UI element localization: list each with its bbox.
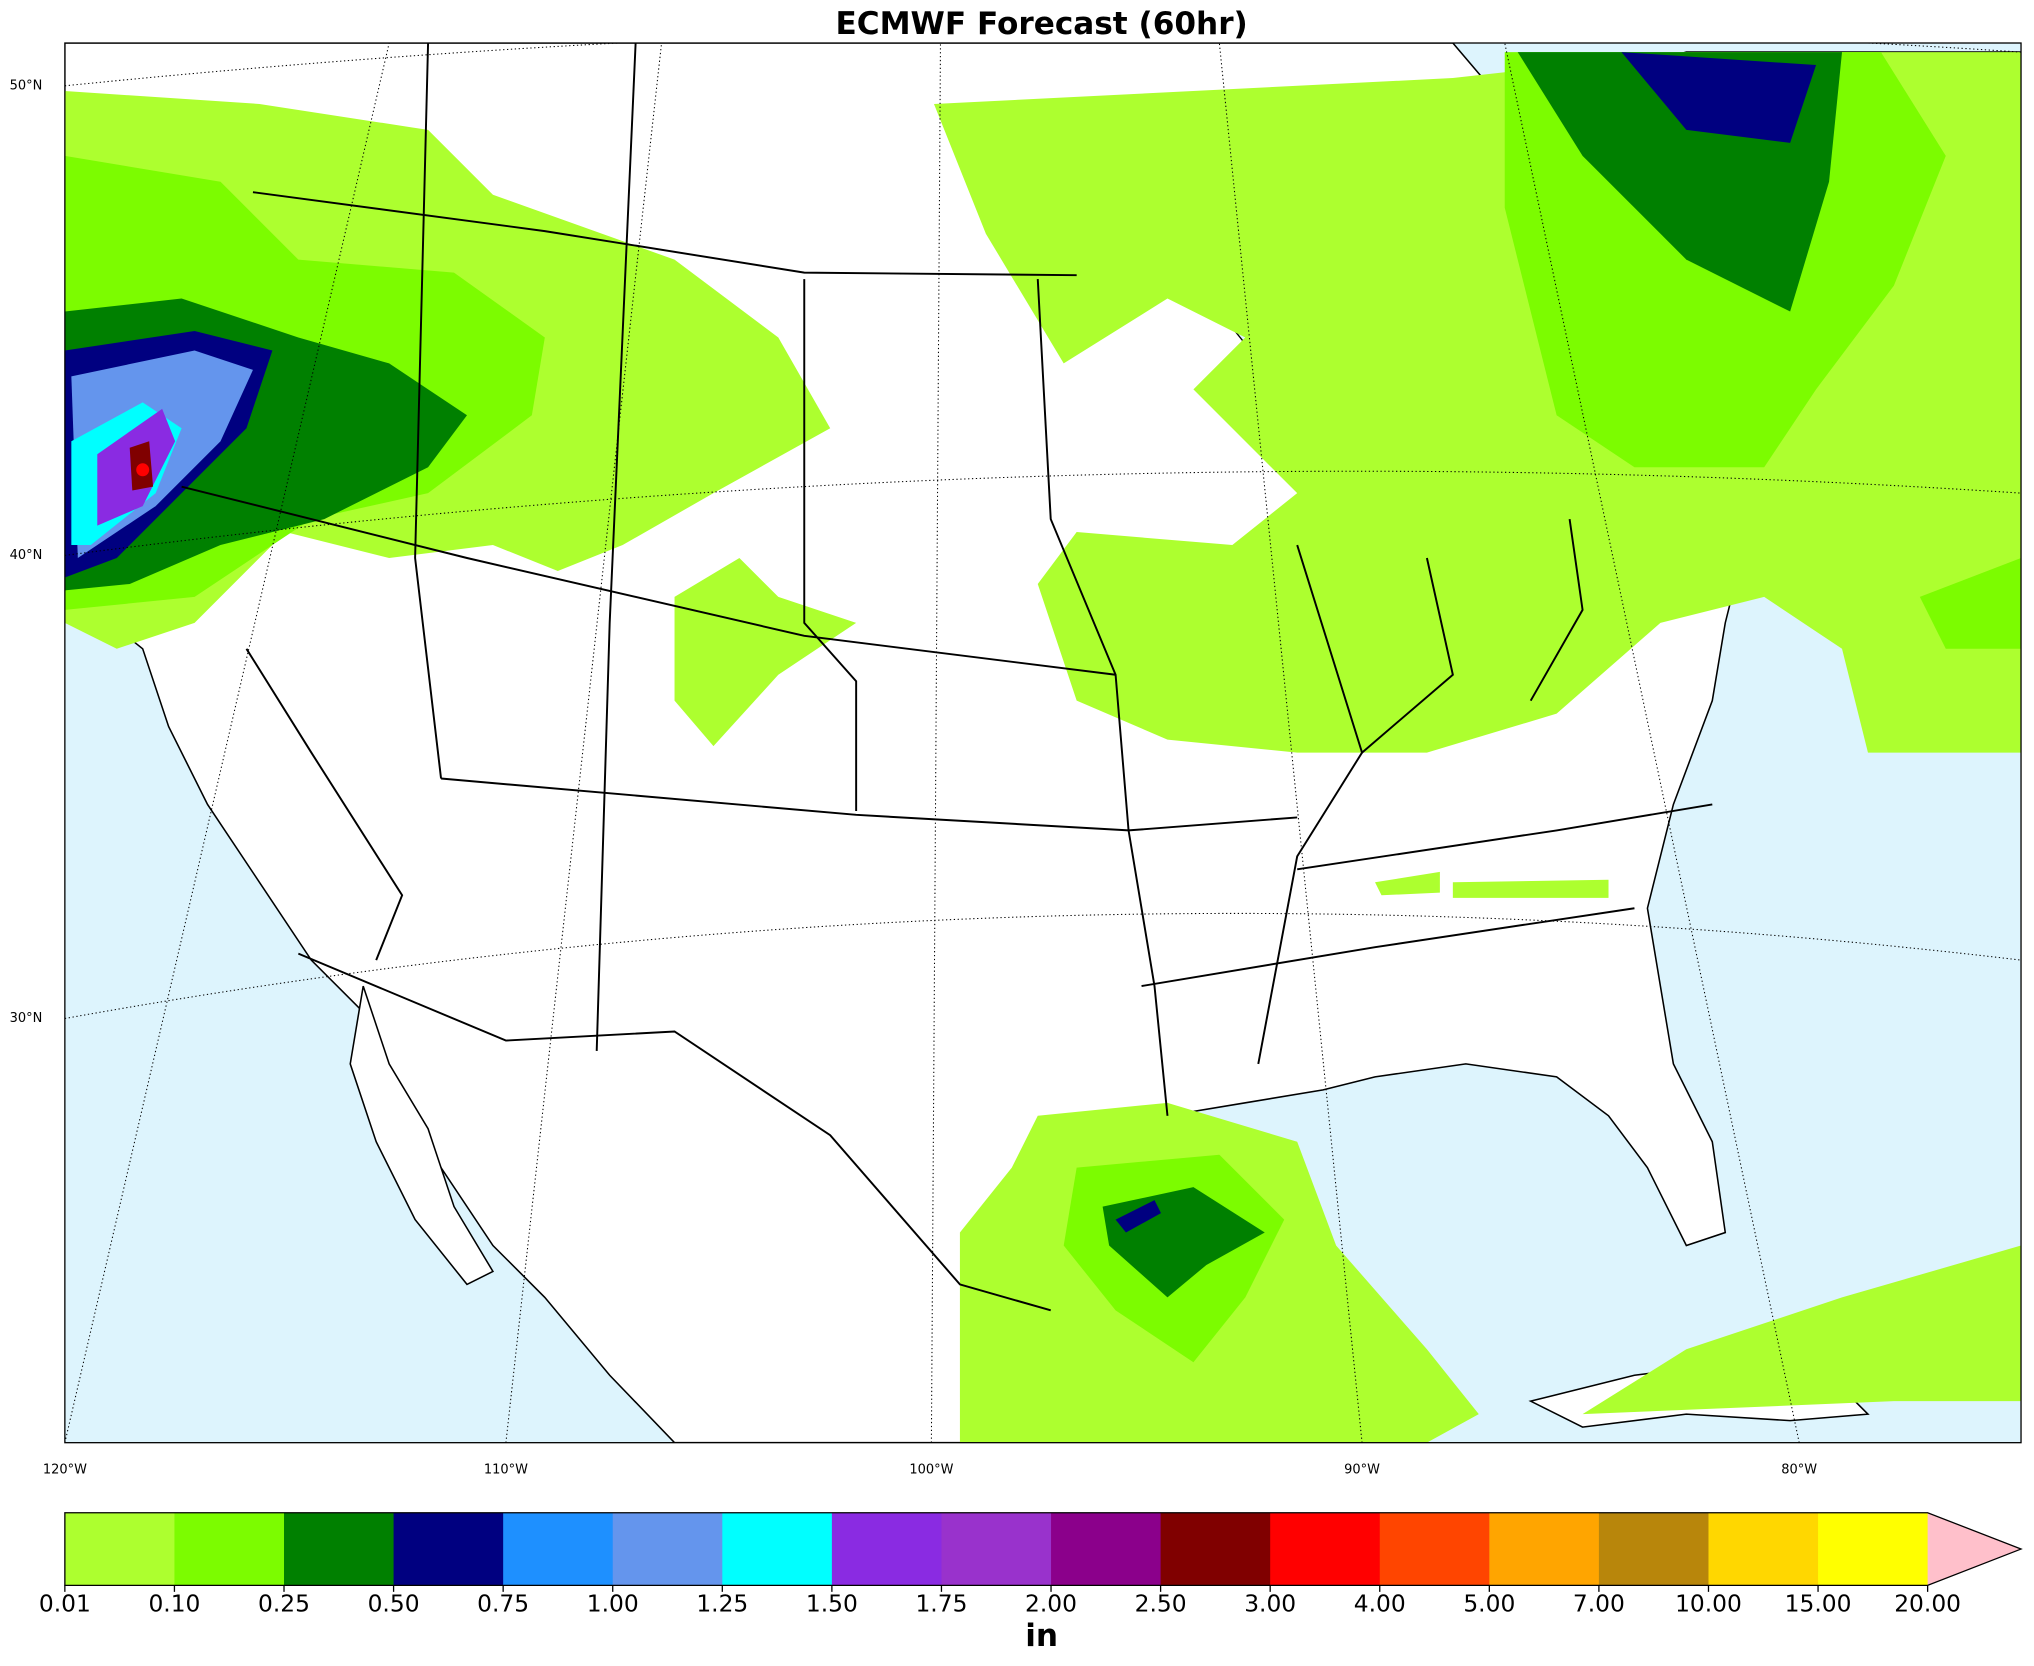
colorbar-swatch bbox=[1379, 1512, 1490, 1586]
colorbar-tick-label: 7.00 bbox=[1573, 1589, 1625, 1617]
colorbar-extend bbox=[1927, 1512, 2022, 1586]
colorbar-swatch bbox=[1598, 1512, 1710, 1586]
colorbar-swatch bbox=[1818, 1512, 1929, 1586]
colorbar-tick-label: 3.00 bbox=[1244, 1589, 1296, 1617]
colorbar-tick-label: 0.10 bbox=[148, 1589, 200, 1617]
colorbar-swatch bbox=[831, 1512, 943, 1586]
colorbar-tick-label: 1.00 bbox=[587, 1589, 639, 1617]
map-frame bbox=[64, 42, 2022, 1444]
colorbar-swatch bbox=[1160, 1512, 1271, 1586]
lon-label: 100°W bbox=[909, 1462, 953, 1477]
colorbar-swatch bbox=[1708, 1512, 1819, 1586]
colorbar-swatch bbox=[1270, 1512, 1381, 1586]
baja bbox=[349, 985, 495, 1286]
map bbox=[64, 43, 2022, 1443]
lon-label: 120°W bbox=[43, 1462, 87, 1477]
map-title: ECMWF Forecast (60hr) bbox=[835, 6, 1247, 42]
colorbar-swatch bbox=[284, 1512, 395, 1586]
colorbar-tick-label: 1.75 bbox=[915, 1589, 967, 1617]
colorbar-swatch bbox=[1051, 1512, 1162, 1586]
colorbar-outline bbox=[64, 1512, 2023, 1587]
colorbar-swatch bbox=[612, 1512, 723, 1586]
colorbar-swatch bbox=[503, 1512, 614, 1586]
colorbar-label: in bbox=[1025, 1618, 1058, 1654]
colorbar-swatch bbox=[64, 1512, 176, 1586]
lon-label: 90°W bbox=[1344, 1462, 1380, 1477]
lat-label: 40°N bbox=[10, 548, 43, 563]
colorbar-tick-label: 1.25 bbox=[696, 1589, 748, 1617]
colorbar-swatch bbox=[941, 1512, 1052, 1586]
lon-label: 110°W bbox=[484, 1462, 528, 1477]
lon-label: 80°W bbox=[1781, 1462, 1817, 1477]
colorbar-tick-label: 0.01 bbox=[39, 1589, 91, 1617]
colorbar-tick-label: 5.00 bbox=[1463, 1589, 1515, 1617]
colorbar-swatch bbox=[722, 1512, 833, 1586]
colorbar-tick-label: 0.25 bbox=[258, 1589, 310, 1617]
colorbar-tick-label: 4.00 bbox=[1354, 1589, 1406, 1617]
colorbar-tick-label: 20.00 bbox=[1894, 1589, 1961, 1617]
colorbar-tick-label: 2.50 bbox=[1135, 1589, 1187, 1617]
precipitation bbox=[64, 52, 2022, 1443]
colorbar: 0.01 0.10 0.25 0.50 0.75 1.00 1.25 1.50 1.75 2.00… bbox=[39, 1512, 2023, 1617]
colorbar-tick-label: 0.75 bbox=[477, 1589, 529, 1617]
colorbar-tick-label: 1.50 bbox=[806, 1589, 858, 1617]
colorbar-tick-label: 2.00 bbox=[1025, 1589, 1077, 1617]
lat-label: 30°N bbox=[10, 1011, 43, 1026]
colorbar-swatch bbox=[174, 1512, 285, 1586]
colorbar-swatch bbox=[393, 1512, 504, 1586]
lat-label: 50°N bbox=[10, 78, 43, 93]
colorbar-tick-label: 0.50 bbox=[368, 1589, 420, 1617]
colorbar-swatch bbox=[1489, 1512, 1600, 1586]
state-borders bbox=[181, 43, 1713, 1312]
colorbar-tick-label: 10.00 bbox=[1675, 1589, 1742, 1617]
colorbar-tick-label: 15.00 bbox=[1785, 1589, 1852, 1617]
graticule bbox=[64, 43, 2022, 1443]
